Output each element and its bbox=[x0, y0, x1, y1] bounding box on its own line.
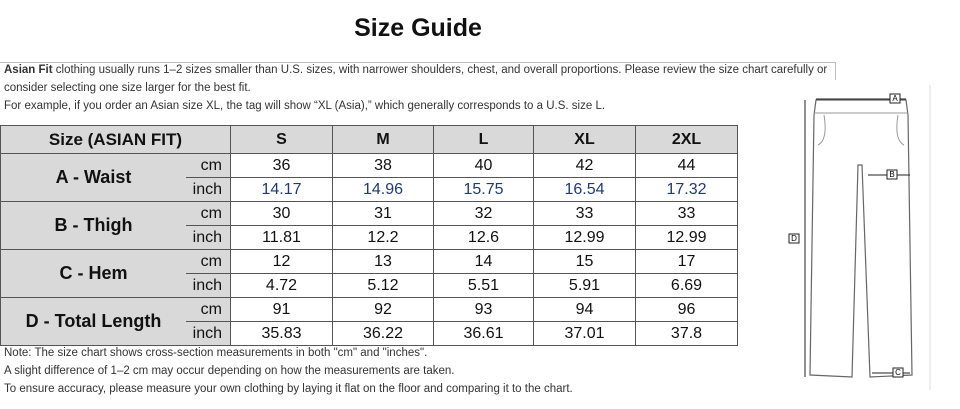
title: Size Guide bbox=[354, 14, 482, 42]
header-cell: XL bbox=[534, 126, 636, 154]
value-cell: 17 bbox=[636, 250, 738, 274]
intro-text: clothing usually runs 1–2 sizes smaller … bbox=[52, 64, 828, 76]
note-line: A slight difference of 1–2 cm may occur … bbox=[4, 365, 455, 377]
value-cell: 36 bbox=[231, 154, 333, 178]
label-d: D bbox=[791, 234, 797, 243]
unit-cell: cm bbox=[186, 202, 231, 226]
value-cell: 36.61 bbox=[434, 322, 534, 346]
unit-cell: inch bbox=[186, 274, 231, 298]
value-cell: 14.17 bbox=[231, 178, 333, 202]
value-cell: 5.12 bbox=[333, 274, 434, 298]
unit-cell: inch bbox=[186, 322, 231, 346]
value-cell: 12.99 bbox=[636, 226, 738, 250]
note-line: To ensure accuracy, please measure your … bbox=[4, 383, 573, 395]
pants-outline bbox=[809, 99, 913, 378]
value-cell: 35.83 bbox=[231, 322, 333, 346]
label-box bbox=[886, 169, 898, 180]
note-line: Note: The size chart shows cross-section… bbox=[4, 347, 428, 359]
value-cell: 33 bbox=[534, 202, 636, 226]
value-cell: 5.51 bbox=[434, 274, 534, 298]
value-cell: 32 bbox=[434, 202, 534, 226]
header-cell: S bbox=[231, 126, 333, 154]
label-box bbox=[892, 367, 904, 378]
value-cell: 12.6 bbox=[434, 226, 534, 250]
value-cell: 12 bbox=[231, 250, 333, 274]
label-box bbox=[788, 233, 800, 244]
intro-box bbox=[0, 62, 836, 80]
value-cell: 40 bbox=[434, 154, 534, 178]
label-box bbox=[889, 93, 901, 104]
value-cell: 5.91 bbox=[534, 274, 636, 298]
value-cell: 14 bbox=[434, 250, 534, 274]
value-cell: 93 bbox=[434, 298, 534, 322]
value-cell: 13 bbox=[333, 250, 434, 274]
value-cell: 37.8 bbox=[636, 322, 738, 346]
value-cell: 37.01 bbox=[534, 322, 636, 346]
value-cell: 30 bbox=[231, 202, 333, 226]
value-cell: 15 bbox=[534, 250, 636, 274]
value-cell: 92 bbox=[333, 298, 434, 322]
header-cell: Size (ASIAN FIT) bbox=[1, 126, 231, 154]
value-cell: 96 bbox=[636, 298, 738, 322]
intro-line: Asian Fit clothing usually runs 1–2 size… bbox=[4, 64, 827, 76]
size-table: Size (ASIAN FIT) S M L XL 2XL A - Waist cm 36 38 4… bbox=[0, 125, 738, 346]
intro-line: For example, if you order an Asian size … bbox=[4, 100, 606, 112]
value-cell: 15.75 bbox=[434, 178, 534, 202]
intro-line: consider selecting one size larger for t… bbox=[4, 82, 251, 94]
value-cell: 16.54 bbox=[534, 178, 636, 202]
header-cell: 2XL bbox=[636, 126, 738, 154]
row-label: C - Hem bbox=[1, 250, 186, 298]
pants-diagram: A B C D bbox=[788, 85, 931, 390]
label-b: B bbox=[889, 170, 894, 179]
pockets bbox=[817, 114, 905, 146]
unit-cell: inch bbox=[186, 226, 231, 250]
unit-cell: cm bbox=[186, 250, 231, 274]
value-cell: 12.2 bbox=[333, 226, 434, 250]
value-cell: 94 bbox=[534, 298, 636, 322]
value-cell: 31 bbox=[333, 202, 434, 226]
value-cell: 42 bbox=[534, 154, 636, 178]
value-cell: 17.32 bbox=[636, 178, 738, 202]
label-a: A bbox=[892, 94, 898, 103]
value-cell: 14.96 bbox=[333, 178, 434, 202]
value-cell: 4.72 bbox=[231, 274, 333, 298]
header-cell: L bbox=[434, 126, 534, 154]
unit-cell: cm bbox=[186, 298, 231, 322]
value-cell: 6.69 bbox=[636, 274, 738, 298]
unit-cell: inch bbox=[186, 178, 231, 202]
value-cell: 38 bbox=[333, 154, 434, 178]
unit-cell: cm bbox=[186, 154, 231, 178]
label-c: C bbox=[895, 368, 901, 377]
value-cell: 36.22 bbox=[333, 322, 434, 346]
value-cell: 91 bbox=[231, 298, 333, 322]
intro-bold: Asian Fit bbox=[4, 64, 53, 76]
row-label: B - Thigh bbox=[1, 202, 186, 250]
value-cell: 33 bbox=[636, 202, 738, 226]
row-label: A - Waist bbox=[1, 154, 186, 202]
value-cell: 12.99 bbox=[534, 226, 636, 250]
value-cell: 11.81 bbox=[231, 226, 333, 250]
header-cell: M bbox=[333, 126, 434, 154]
value-cell: 44 bbox=[636, 154, 738, 178]
row-label: D - Total Length bbox=[1, 298, 186, 346]
